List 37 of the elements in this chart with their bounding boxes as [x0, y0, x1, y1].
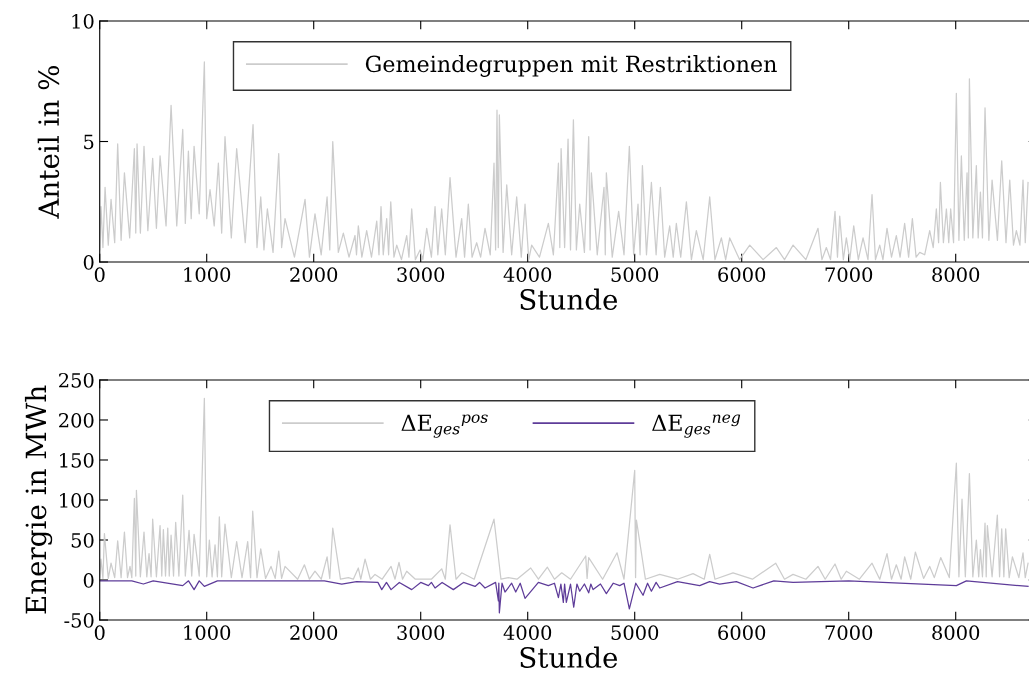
line-series [99, 397, 1029, 580]
x-tick-label: 3000 [397, 625, 445, 640]
y-tick-label: 150 [60, 452, 94, 468]
x-axis-title: Stunde [520, 646, 618, 668]
y-tick-label: -50 [64, 612, 94, 628]
y-axis-title: Anteil in % [37, 65, 60, 219]
x-tick-label: 7000 [825, 625, 873, 640]
y-tick-label: 10 [72, 13, 94, 29]
x-tick-label: 8000 [932, 267, 980, 282]
legend-label: Gemeindegruppen mit Restriktionen [365, 55, 777, 77]
y-tick-label: 0 [83, 254, 94, 270]
x-tick-label: 5000 [611, 267, 659, 282]
x-tick-label: 1000 [184, 267, 231, 282]
y-tick-label: 5 [84, 134, 94, 150]
line-series [99, 580, 1029, 614]
y-tick-label: 200 [59, 412, 94, 428]
x-tick-label: 0 [94, 625, 105, 640]
y-tick-label: 0 [83, 572, 94, 588]
x-tick-label: 0 [94, 267, 105, 282]
y-axis-title: Energie in MWh [24, 385, 53, 614]
x-tick-label: 7000 [825, 267, 873, 282]
y-tick-label: 100 [60, 492, 94, 508]
x-tick-label: 2000 [290, 267, 338, 282]
x-tick-label: 4000 [503, 267, 552, 282]
y-tick-label: 50 [71, 532, 94, 548]
x-tick-label: 6000 [718, 625, 766, 640]
x-tick-label: 3000 [397, 267, 445, 282]
x-tick-label: 1000 [184, 625, 231, 640]
x-axis-title: Stunde [520, 288, 618, 310]
y-tick-label: 250 [59, 372, 94, 388]
legend-label: ΔE$_{ges}$$^{neg}$ [652, 414, 741, 438]
x-tick-label: 4000 [503, 625, 552, 640]
x-tick-label: 5000 [611, 625, 659, 640]
x-tick-label: 8000 [932, 625, 980, 640]
x-tick-label: 6000 [718, 267, 766, 282]
legend-label: ΔE$_{ges}$$^{pos}$ [401, 414, 488, 438]
x-tick-label: 2000 [290, 625, 338, 640]
